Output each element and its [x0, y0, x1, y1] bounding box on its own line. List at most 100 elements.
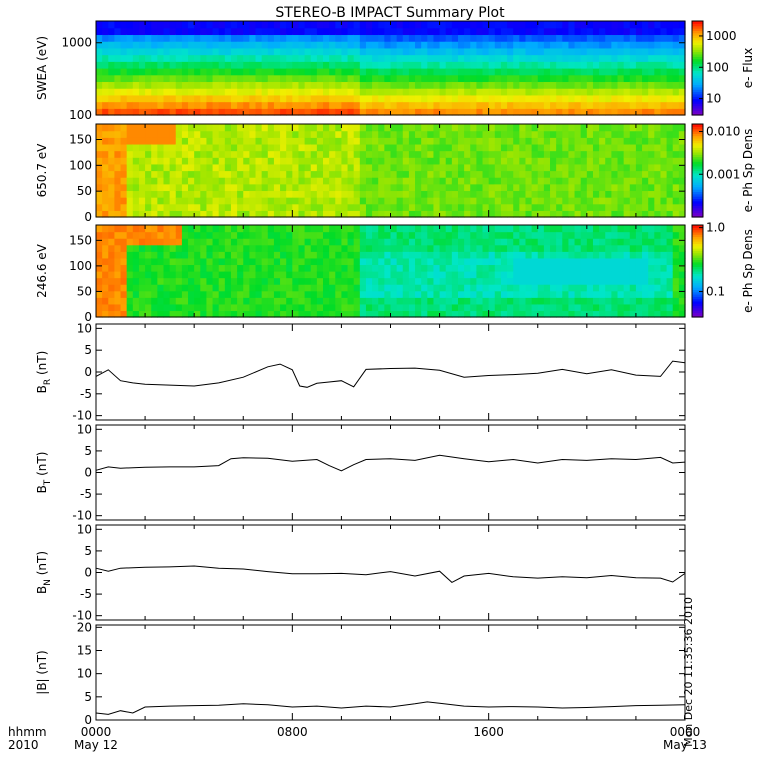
heatmap-cell: [507, 303, 514, 312]
heatmap-cell: [543, 137, 551, 145]
heatmap-cell: [365, 271, 373, 279]
heatmap-cell: [476, 54, 484, 62]
heatmap-cell: [286, 177, 293, 185]
heatmap-cell: [623, 264, 631, 272]
heatmap-cell: [96, 271, 103, 279]
heatmap-cell: [599, 61, 606, 69]
heatmap-cell: [427, 183, 435, 192]
heatmap-cell: [415, 238, 422, 246]
heatmap-cell: [286, 143, 293, 152]
heatmap-cell: [323, 231, 330, 239]
heatmap-cell: [157, 303, 165, 312]
heatmap-cell: [605, 130, 612, 138]
heatmap-cell: [556, 137, 563, 145]
heatmap-cell: [169, 157, 177, 165]
heatmap-cell: [384, 47, 392, 56]
y-tick-label: 10: [77, 667, 92, 681]
heatmap-cell: [298, 94, 306, 103]
heatmap-cell: [402, 88, 410, 96]
heatmap-cell: [126, 257, 134, 266]
heatmap-cell: [427, 130, 435, 138]
heatmap-cell: [212, 170, 220, 178]
heatmap-cell: [304, 150, 312, 158]
heatmap-cell: [402, 177, 410, 185]
heatmap-cell: [378, 225, 385, 233]
heatmap-cell: [556, 290, 563, 298]
heatmap-cell: [592, 170, 600, 178]
heatmap-cell: [611, 157, 619, 165]
colorbar-swatch: [692, 296, 703, 300]
heatmap-cell: [494, 81, 502, 89]
heatmap-cell: [580, 124, 588, 132]
heatmap-cell: [439, 231, 447, 239]
heatmap-cell: [224, 124, 232, 132]
heatmap-cell: [212, 143, 220, 152]
heatmap-cell: [543, 264, 551, 272]
heatmap-cell: [543, 150, 551, 158]
chart-title: STEREO-B IMPACT Summary Plot: [275, 5, 505, 21]
heatmap-cell: [163, 190, 171, 198]
heatmap-cell: [586, 297, 594, 305]
heatmap-cell: [372, 21, 379, 29]
heatmap-cell: [335, 271, 343, 279]
heatmap-cell: [230, 210, 238, 218]
heatmap-cell: [212, 21, 220, 29]
heatmap-cell: [230, 41, 238, 49]
heatmap-cell: [206, 143, 214, 152]
heatmap-cell: [102, 101, 109, 109]
heatmap-cell: [642, 183, 649, 192]
heatmap-cell: [316, 225, 324, 233]
heatmap-cell: [439, 310, 447, 318]
heatmap-cell: [666, 150, 674, 158]
heatmap-cell: [519, 157, 527, 165]
heatmap-cell: [365, 88, 373, 96]
heatmap-cell: [120, 81, 128, 89]
heatmap-cell: [273, 257, 281, 266]
heatmap-cell: [335, 231, 343, 239]
heatmap-cell: [114, 284, 122, 292]
heatmap-cell: [249, 290, 257, 298]
y-tick-label: 10: [77, 422, 92, 436]
heatmap-cell: [531, 41, 539, 49]
heatmap-cell: [390, 124, 398, 132]
heatmap-cell: [421, 34, 428, 42]
heatmap-cell: [470, 310, 477, 318]
heatmap-cell: [96, 190, 103, 198]
heatmap-cell: [470, 68, 477, 76]
heatmap-cell: [507, 264, 514, 272]
heatmap-cell: [151, 251, 158, 259]
colorbar-swatch: [692, 163, 703, 167]
heatmap-cell: [292, 284, 300, 292]
colorbar-swatch: [692, 46, 703, 50]
heatmap-cell: [494, 203, 502, 211]
heatmap-cell: [617, 284, 625, 292]
heatmap-cell: [580, 297, 588, 305]
heatmap-cell: [488, 163, 496, 172]
heatmap-cell: [169, 183, 177, 192]
heatmap-cell: [126, 124, 134, 132]
heatmap-cell: [347, 137, 355, 145]
heatmap-cell: [310, 130, 318, 138]
heatmap-cell: [562, 54, 570, 62]
heatmap-cell: [580, 94, 588, 103]
heatmap-cell: [433, 81, 441, 89]
colorbar-swatch: [692, 193, 703, 197]
heatmap-cell: [188, 88, 195, 96]
heatmap-cell: [310, 150, 318, 158]
heatmap-cell: [298, 27, 306, 36]
y-tick-label: -5: [80, 487, 92, 501]
heatmap-cell: [255, 231, 263, 239]
heatmap-cell: [543, 203, 551, 211]
heatmap-cell: [390, 101, 398, 109]
heatmap-cell: [286, 290, 293, 298]
heatmap-cell: [310, 210, 318, 218]
heatmap-cell: [599, 244, 606, 252]
colorbar-swatch: [692, 225, 703, 228]
heatmap-cell: [402, 190, 410, 198]
heatmap-cell: [421, 41, 428, 49]
heatmap-cell: [316, 27, 324, 36]
heatmap-cell: [568, 47, 576, 56]
heatmap-cell: [126, 310, 134, 318]
heatmap-cell: [421, 190, 428, 198]
heatmap-cell: [255, 81, 263, 89]
